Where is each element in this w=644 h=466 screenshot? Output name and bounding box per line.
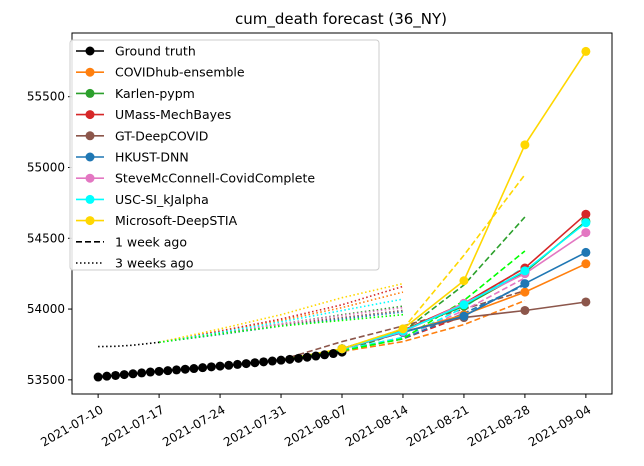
ground-truth-point xyxy=(111,370,121,380)
ground-truth-point xyxy=(215,361,225,371)
legend-marker xyxy=(85,88,95,98)
legend-marker xyxy=(85,46,95,56)
ground-truth-point xyxy=(285,354,295,364)
x-tick-label: 2021-07-17 xyxy=(99,402,166,449)
ground-truth-point xyxy=(154,366,164,376)
legend-marker xyxy=(85,194,95,204)
legend-marker xyxy=(85,216,95,226)
point-usc-si-kjalpha xyxy=(520,266,530,276)
ground-truth-point xyxy=(119,370,129,380)
x-axis: 2021-07-102021-07-172021-07-242021-07-31… xyxy=(38,394,593,449)
legend-label-stevemcconnell-covidcomplete: SteveMcConnell-CovidComplete xyxy=(115,171,315,186)
point-microsoft-deepstia xyxy=(459,276,469,286)
legend-marker xyxy=(85,131,95,141)
ground-truth-history xyxy=(98,341,160,348)
ground-truth-point xyxy=(163,366,173,376)
x-tick-label: 2021-07-24 xyxy=(160,402,227,449)
ground-truth-point xyxy=(137,368,147,378)
point-microsoft-deepstia xyxy=(337,344,347,354)
chart-title: cum_death forecast (36_NY) xyxy=(235,10,447,29)
x-tick-label: 2021-08-14 xyxy=(343,402,410,449)
ground-truth-point xyxy=(311,351,321,361)
ground-truth-point xyxy=(180,364,190,374)
ground-truth-point xyxy=(250,358,260,368)
y-tick-label: 55500 xyxy=(27,90,65,104)
x-tick-label: 2021-08-28 xyxy=(465,402,532,449)
ground-truth-point xyxy=(232,359,242,369)
legend-marker xyxy=(85,173,95,183)
point-covidhub-ensemble xyxy=(520,287,530,297)
point-hkust-dnn xyxy=(459,311,469,321)
ground-truth-point xyxy=(328,349,338,359)
x-tick-label: 2021-07-31 xyxy=(221,402,288,449)
ground-truth-point xyxy=(102,371,112,381)
ground-truth-point xyxy=(145,367,155,377)
legend-label-usc-si-kjalpha: USC-SI_kJalpha xyxy=(115,192,209,207)
legend-marker xyxy=(85,152,95,162)
point-hkust-dnn xyxy=(581,247,591,257)
y-tick-label: 54500 xyxy=(27,231,65,245)
point-microsoft-deepstia xyxy=(520,140,530,150)
y-tick-label: 53500 xyxy=(27,373,65,387)
point-covidhub-ensemble xyxy=(581,259,591,269)
series-3wk-unnamed xyxy=(158,313,404,344)
legend-label-karlen-pypm: Karlen-pypm xyxy=(115,86,195,101)
legend-marker xyxy=(85,67,95,77)
legend-label-hkust-dnn: HKUST-DNN xyxy=(115,150,189,165)
ground-truth-point xyxy=(241,359,251,369)
legend-label-gt-deepcovid: GT-DeepCOVID xyxy=(115,128,208,143)
x-tick-label: 2021-09-04 xyxy=(526,402,593,449)
point-hkust-dnn xyxy=(520,279,530,289)
y-tick-label: 54000 xyxy=(27,302,65,316)
x-tick-label: 2021-08-21 xyxy=(404,402,471,449)
ground-truth-point xyxy=(189,364,199,374)
ground-truth-point xyxy=(320,350,330,360)
legend-label-covidhub-ensemble: COVIDhub-ensemble xyxy=(115,65,245,80)
legend-label-umass-mechbayes: UMass-MechBayes xyxy=(115,107,231,122)
point-usc-si-kjalpha xyxy=(459,300,469,310)
x-tick-label: 2021-08-07 xyxy=(282,402,349,449)
ground-truth-point xyxy=(93,372,103,382)
legend: Ground truth COVIDhub-ensemble Karlen-pypm… xyxy=(69,39,380,271)
ground-truth-point xyxy=(224,360,234,370)
legend-box xyxy=(69,39,380,271)
point-usc-si-kjalpha xyxy=(581,218,591,228)
legend-label-3-weeks-ago: 3 weeks ago xyxy=(115,256,194,271)
series-3wk-umass-mechbayes xyxy=(158,285,404,344)
point-microsoft-deepstia xyxy=(581,46,591,56)
series-3wk-microsoft-deepstia xyxy=(158,282,404,344)
legend-label-microsoft-deepstia: Microsoft-DeepSTIA xyxy=(115,213,238,228)
y-axis: 53500 54000 54500 55000 55500 xyxy=(27,90,72,387)
ground-truth-point xyxy=(128,369,138,379)
legend-label-1-week-ago: 1 week ago xyxy=(115,234,187,249)
series-3wk-usc-si-kjalpha xyxy=(158,298,404,344)
ground-truth-point xyxy=(206,362,216,372)
ground-truth-point xyxy=(276,355,286,365)
ground-truth-point xyxy=(198,363,208,373)
point-umass-mechbayes xyxy=(581,209,591,219)
legend-label-ground-truth: Ground truth xyxy=(115,44,196,59)
plot-area xyxy=(93,46,591,382)
point-microsoft-deepstia xyxy=(398,324,408,334)
point-gt-deepcovid xyxy=(520,305,530,315)
point-gt-deepcovid xyxy=(581,297,591,307)
ground-truth-point xyxy=(293,353,303,363)
x-tick-label: 2021-07-10 xyxy=(38,402,105,449)
ground-truth-point xyxy=(302,352,312,362)
point-stevemcconnell-covidcomplete xyxy=(581,228,591,238)
ground-truth-point xyxy=(259,357,269,367)
ground-truth-point xyxy=(172,365,182,375)
y-tick-label: 55000 xyxy=(27,160,65,174)
ground-truth-point xyxy=(267,356,277,366)
legend-marker xyxy=(85,110,95,120)
